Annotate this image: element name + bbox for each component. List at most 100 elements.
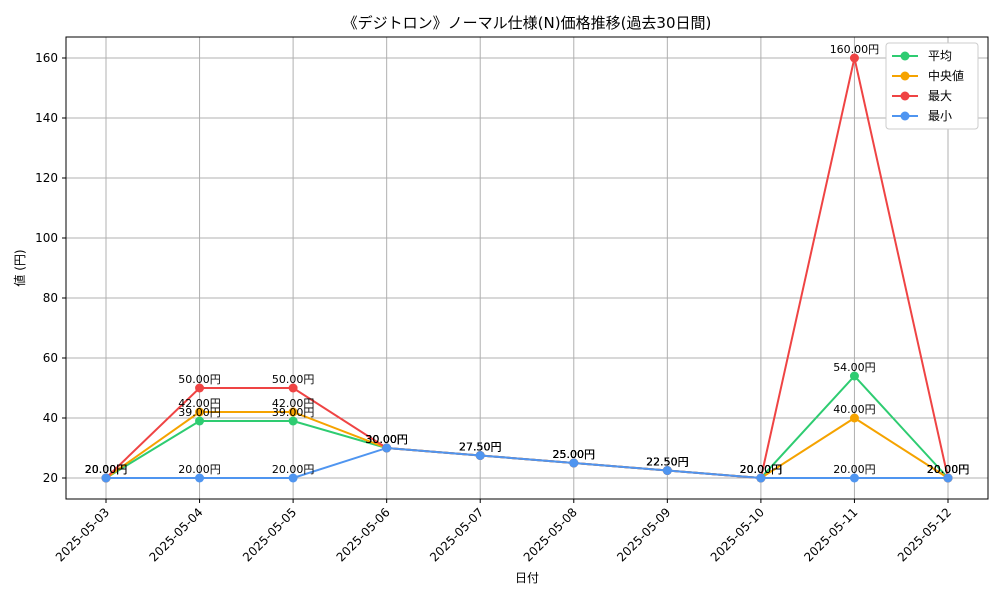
data-label: 42.00円: [272, 397, 315, 410]
x-tick-label: 2025-05-10: [708, 505, 767, 564]
data-label: 20.00円: [178, 463, 221, 476]
x-tick-label: 2025-05-04: [146, 505, 205, 564]
data-label: 27.50円: [459, 441, 502, 454]
data-label: 20.00円: [272, 463, 315, 476]
series-line-1: [105, 374, 949, 480]
data-label: 20.00円: [927, 463, 970, 476]
y-tick-label: 120: [35, 171, 58, 185]
data-label: 25.00円: [553, 448, 596, 461]
data-label: 30.00円: [365, 433, 408, 446]
data-label: 22.50円: [646, 456, 689, 469]
data-label: 20.00円: [85, 463, 128, 476]
data-label: 25.00円: [553, 448, 596, 461]
data-label: 54.00円: [833, 361, 876, 374]
data-label: 20.00円: [740, 463, 783, 476]
data-point: [195, 383, 205, 393]
chart-title: 《デジトロン》ノーマル仕様(N)価格推移(過去30日間): [343, 14, 712, 32]
legend-box: [885, 42, 979, 130]
data-point: [288, 416, 298, 426]
data-point: [288, 383, 298, 393]
x-tick-label: 2025-05-05: [240, 505, 299, 564]
data-label: 20.00円: [85, 463, 128, 476]
data-label: 20.00円: [740, 463, 783, 476]
data-label: 40.00円: [833, 403, 876, 416]
plot-area: [65, 36, 989, 500]
data-point: [475, 451, 485, 460]
legend-label: 中央値: [928, 68, 964, 83]
grid: [66, 37, 988, 499]
data-label: 25.00円: [553, 448, 596, 461]
x-axis: 2025-05-03 2025-05-04 2025-05-05 2025-05-06…: [53, 499, 954, 564]
data-label: 30.00円: [365, 433, 408, 446]
data-label: 30.00円: [365, 433, 408, 446]
data-label: 20.00円: [740, 463, 783, 476]
data-label: 20.00円: [85, 463, 128, 476]
data-point: [569, 458, 579, 468]
y-axis-label: 値 (円): [12, 249, 27, 286]
legend-marker: [900, 91, 910, 101]
y-tick-label: 20: [43, 471, 58, 485]
data-label: 160.00円: [830, 43, 880, 56]
data-point: [849, 371, 859, 381]
x-tick-label: 2025-05-07: [427, 505, 486, 564]
data-label: 50.00円: [178, 373, 221, 386]
data-label: 27.50円: [459, 441, 502, 454]
data-label: 20.00円: [833, 463, 876, 476]
y-tick-label: 100: [35, 231, 58, 245]
x-tick-label: 2025-05-03: [53, 505, 112, 564]
data-point: [195, 407, 205, 417]
x-axis-label: 日付: [515, 571, 539, 585]
x-tick-label: 2025-05-12: [895, 505, 954, 564]
data-label: 20.00円: [85, 463, 128, 476]
data-label: 25.00円: [553, 448, 596, 461]
series-line-3: [105, 57, 949, 480]
data-point: [101, 473, 111, 483]
y-tick-label: 140: [35, 111, 58, 125]
legend-label: 最小: [928, 109, 952, 123]
data-label: 27.50円: [459, 441, 502, 454]
data-label: 22.50円: [646, 456, 689, 469]
y-tick-label: 60: [43, 351, 58, 365]
y-tick-label: 40: [43, 411, 58, 425]
data-label: 30.00円: [365, 433, 408, 446]
data-label: 50.00円: [272, 373, 315, 386]
data-point: [288, 407, 298, 417]
x-tick-label: 2025-05-08: [521, 505, 580, 564]
data-label: 20.00円: [927, 463, 970, 476]
data-labels: 20.00円 39.00円 39.00円 30.00円 27.50円 25.00円 22.5…: [85, 43, 970, 476]
data-point: [382, 443, 392, 453]
y-tick-label: 160: [35, 51, 58, 65]
legend-marker: [900, 111, 910, 121]
data-label: 20.00円: [740, 463, 783, 476]
x-tick-label: 2025-05-11: [801, 505, 860, 564]
y-axis: 20 40 60 80 100 120 140 160: [35, 51, 66, 485]
data-label: 42.00円: [178, 397, 221, 410]
legend-marker: [900, 51, 910, 61]
x-tick-label: 2025-05-06: [334, 505, 393, 564]
data-point: [195, 416, 205, 426]
legend-marker: [900, 71, 910, 81]
data-point: [849, 413, 859, 423]
data-point: [662, 466, 672, 475]
data-point: [849, 53, 859, 63]
data-point: [195, 473, 205, 483]
data-label: 22.50円: [646, 456, 689, 469]
x-tick-label: 2025-05-09: [614, 505, 673, 564]
data-label: 27.50円: [459, 441, 502, 454]
data-label: 22.50円: [646, 456, 689, 469]
data-point: [756, 473, 766, 483]
data-label: 20.00円: [927, 463, 970, 476]
series-group: [101, 53, 953, 483]
y-tick-label: 80: [43, 291, 58, 305]
series-line-4: [106, 446, 948, 479]
legend-label: 最大: [928, 89, 952, 103]
data-label: 39.00円: [272, 406, 315, 419]
data-point: [849, 473, 859, 483]
data-label: 20.00円: [927, 463, 970, 476]
data-point: [943, 473, 953, 483]
data-label: 39.00円: [178, 406, 221, 419]
legend-label: 平均: [928, 49, 952, 63]
data-point: [288, 473, 298, 483]
